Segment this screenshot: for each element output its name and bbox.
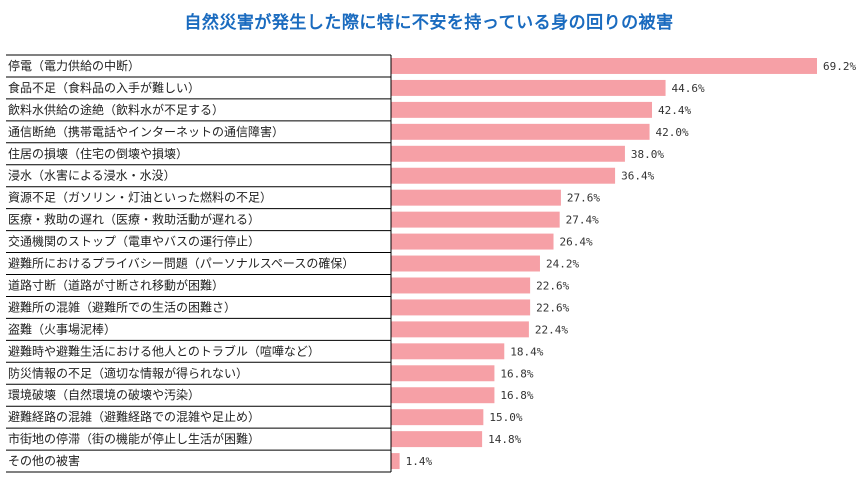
category-label: 浸水（水害による浸水・水没）: [8, 168, 176, 183]
category-label: 避難所におけるプライバシー問題（パーソナルスペースの確保）: [8, 256, 354, 271]
value-label: 42.0%: [656, 126, 689, 139]
category-label: 資源不足（ガソリン・灯油といった燃料の不足）: [8, 190, 272, 205]
bar: [391, 255, 540, 272]
value-label: 36.4%: [621, 170, 654, 183]
bar: [391, 58, 817, 74]
value-label: 42.4%: [658, 104, 691, 117]
bar: [391, 431, 483, 448]
category-label: 停電（電力供給の中断）: [8, 58, 140, 73]
bar: [391, 321, 529, 338]
category-label: 避難時や避難生活における他人とのトラブル（喧嘩など）: [8, 343, 320, 358]
category-label: 避難所の混雑（避難所での生活の困難さ）: [8, 299, 236, 314]
bar: [391, 101, 653, 118]
value-label: 14.8%: [488, 433, 521, 446]
value-label: 1.4%: [406, 455, 433, 468]
value-label: 26.4%: [560, 236, 593, 249]
category-label: 防災情報の不足（適切な情報が得られない）: [8, 365, 248, 380]
value-label: 38.0%: [631, 148, 664, 161]
value-label: 27.6%: [567, 192, 600, 205]
bar: [391, 453, 400, 470]
category-label: 医療・救助の遅れ（医療・救助活動が遅れる）: [8, 212, 260, 227]
value-label: 24.2%: [546, 258, 579, 271]
category-label: 道路寸断（道路が寸断され移動が困難）: [8, 277, 224, 292]
category-label: その他の被害: [8, 453, 80, 468]
value-label: 15.0%: [489, 411, 522, 424]
bar: [391, 299, 531, 316]
category-label: 食品不足（食料品の入手が難しい）: [8, 80, 200, 95]
bar: [391, 409, 484, 426]
category-label: 飲料水供給の途絶（飲料水が不足する）: [8, 102, 224, 117]
value-label: 16.8%: [500, 367, 533, 380]
category-label: 避難経路の混雑（避難経路での混雑や足止め）: [8, 409, 260, 424]
value-label: 18.4%: [510, 345, 543, 358]
bar: [391, 79, 666, 96]
bar: [391, 387, 495, 404]
value-label: 27.4%: [566, 214, 599, 227]
value-label: 22.6%: [536, 279, 569, 292]
chart-title: 自然災害が発生した際に特に不安を持っている身の回りの被害: [184, 13, 674, 33]
value-label: 16.8%: [500, 389, 533, 402]
value-label: 69.2%: [823, 60, 856, 73]
category-label: 環境破壊（自然環境の破壊や汚染）: [8, 387, 200, 402]
bar: [391, 211, 560, 228]
value-label: 22.6%: [536, 301, 569, 314]
category-label: 通信断絶（携帯電話やインターネットの通信障害）: [8, 124, 284, 139]
bar: [391, 145, 625, 162]
category-label: 住居の損壊（住宅の倒壊や損壊）: [8, 146, 188, 161]
bar: [391, 167, 616, 184]
category-label: 盗難（火事場泥棒）: [8, 321, 116, 336]
category-label: 市街地の停滞（街の機能が停止し生活が困難）: [8, 431, 260, 446]
bar: [391, 123, 650, 140]
value-label: 44.6%: [672, 82, 705, 95]
bar: [391, 277, 531, 294]
bar: [391, 189, 561, 206]
bar: [391, 343, 505, 360]
category-label: 交通機関のストップ（電車やバスの運行停止）: [8, 234, 260, 249]
bar: [391, 233, 554, 250]
value-label: 22.4%: [535, 323, 568, 336]
bar: [391, 365, 495, 382]
